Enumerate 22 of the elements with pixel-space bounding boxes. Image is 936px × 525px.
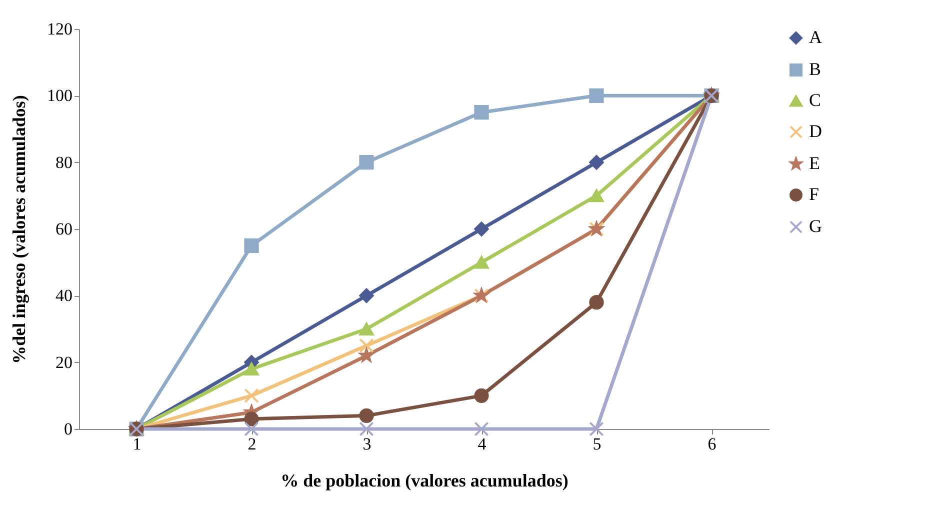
x-tick-label: 5 (592, 434, 602, 454)
y-tick-label: 40 (56, 286, 72, 306)
legend-label: A (809, 27, 822, 47)
x-tick-label: 4 (478, 434, 487, 454)
legend-label: F (809, 184, 820, 204)
y-tick-label: 120 (47, 20, 72, 38)
legend-label: C (809, 90, 822, 110)
x-tick-label: 1 (132, 434, 142, 454)
y-tick-label: 100 (47, 86, 72, 106)
x-tick-label: 3 (362, 434, 372, 454)
x-tick-label: 6 (708, 434, 716, 454)
y-axis-title: %del ingreso (valores acumulados) (9, 95, 29, 364)
y-tick-label: 0 (64, 420, 72, 438)
legend-label: D (809, 121, 822, 141)
y-tick-label: 80 (56, 152, 72, 172)
y-tick-label: 60 (56, 220, 72, 238)
y-tick-label: 20 (56, 352, 72, 372)
legend-label: B (809, 59, 822, 79)
x-axis-title: % de poblacion (valores acumulados) (280, 470, 568, 490)
x-tick-label: 2 (248, 434, 256, 454)
legend-label: G (809, 216, 822, 236)
legend-label: E (809, 153, 820, 173)
